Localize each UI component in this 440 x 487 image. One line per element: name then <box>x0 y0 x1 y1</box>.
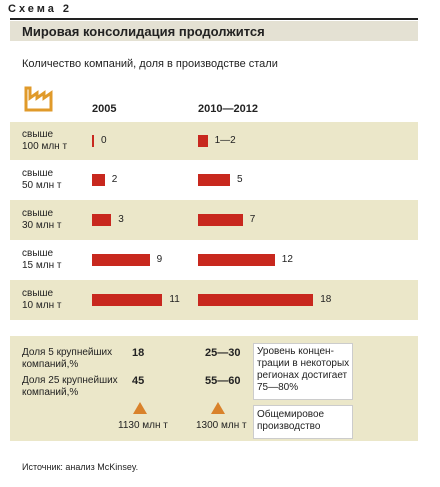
bar <box>198 294 314 306</box>
share-label: Доля 5 крупнейших компаний,% <box>22 347 113 370</box>
bar <box>198 135 208 147</box>
share-value: 55—60 <box>205 375 241 387</box>
bar <box>198 214 243 226</box>
category-label: свыше 30 млн т <box>22 208 62 231</box>
value-label: 1—2 <box>214 135 236 146</box>
legend-label: 2010—2012 <box>198 103 258 115</box>
legend-label: 2005 <box>92 103 117 115</box>
source: Источник: анализ McKinsey. <box>22 462 139 472</box>
category-label: свыше 10 млн т <box>22 288 62 311</box>
triangle-icon <box>211 402 225 414</box>
chart-subtitle: Количество компаний, доля в производстве… <box>22 58 278 70</box>
bar <box>92 135 94 147</box>
value-label: 0 <box>101 135 107 146</box>
value-label: 7 <box>249 214 256 225</box>
category-label: свыше 100 млн т <box>22 129 68 152</box>
value-label: 9 <box>156 254 163 265</box>
bar <box>92 174 105 186</box>
production-box <box>253 405 353 439</box>
share-label: Доля 25 крупнейших компаний,% <box>22 375 118 398</box>
value-label: 2 <box>111 174 118 185</box>
row-band <box>10 122 418 160</box>
chart-title: Мировая консолидация продолжится <box>22 24 265 39</box>
category-label: свыше 50 млн т <box>22 168 62 191</box>
share-value: 45 <box>132 375 145 387</box>
value-label: 11 <box>169 294 180 305</box>
bar <box>92 254 150 266</box>
value-label: 12 <box>281 254 293 265</box>
triangle-icon <box>133 402 147 414</box>
bar <box>198 254 275 266</box>
category-label: свыше 15 млн т <box>22 248 62 271</box>
scheme-label: Схема 2 <box>8 3 73 15</box>
bar <box>198 174 230 186</box>
bar <box>92 294 163 306</box>
note: Уровень концен- трации в некоторых регио… <box>257 346 350 393</box>
bar <box>92 214 112 226</box>
title-bar <box>10 21 418 41</box>
factory-icon <box>24 86 53 112</box>
production-value: 1300 млн т <box>196 420 247 431</box>
value-label: 5 <box>237 174 243 185</box>
production-value: 1130 млн т <box>118 420 168 431</box>
value-label: 18 <box>320 294 332 305</box>
production-label: Общемировое производство <box>257 409 325 432</box>
share-value: 18 <box>132 347 145 359</box>
share-value: 25—30 <box>205 347 241 359</box>
note-box <box>253 343 353 400</box>
value-label: 3 <box>118 214 124 225</box>
rule <box>10 18 418 20</box>
